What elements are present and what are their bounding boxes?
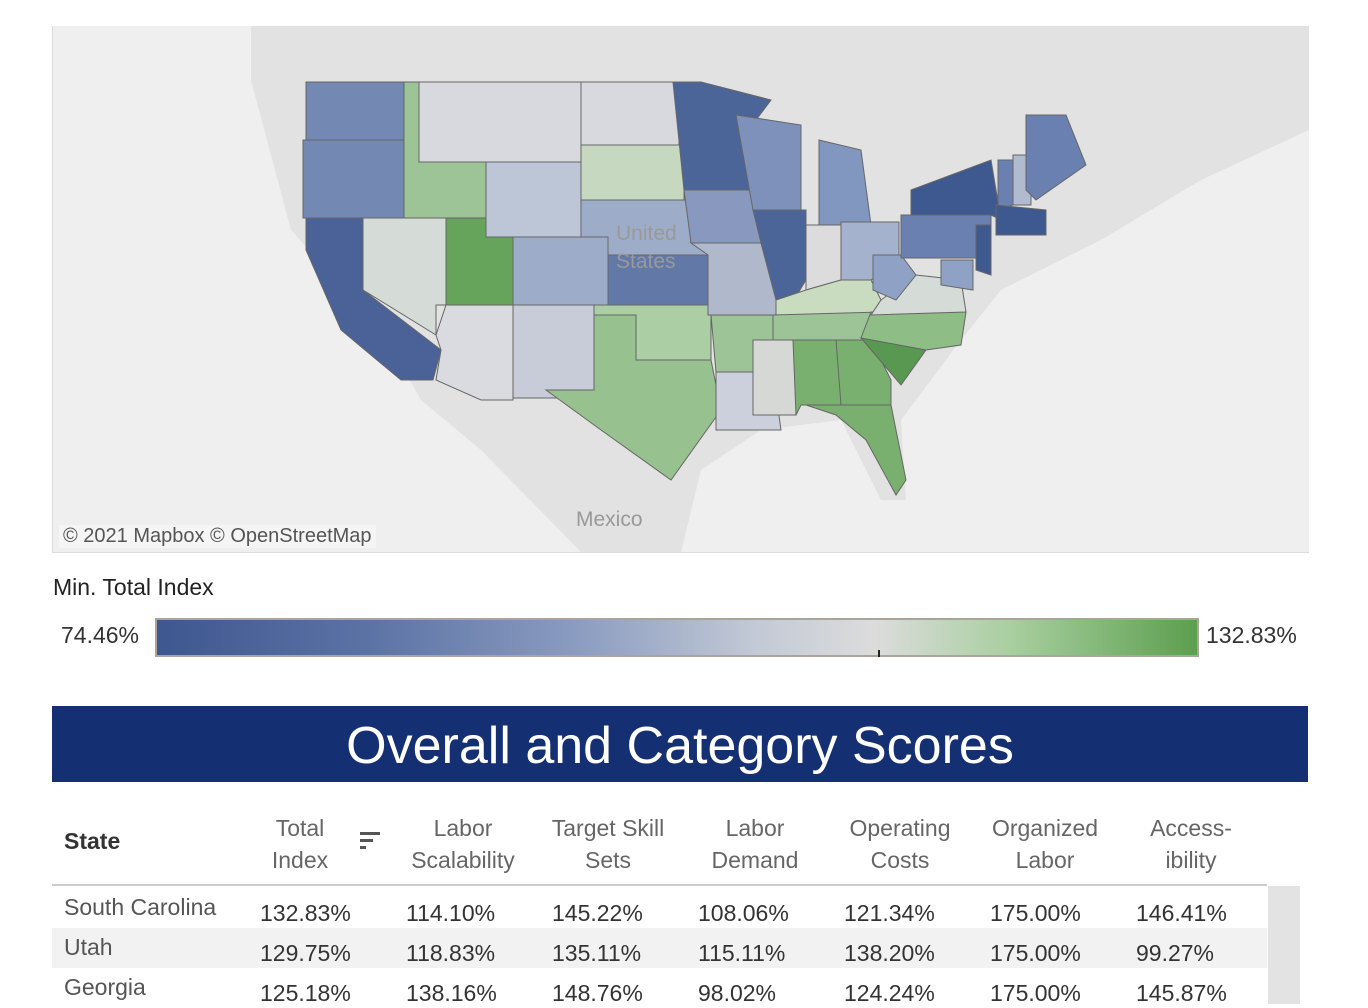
header-label: Costs — [870, 847, 930, 873]
state-tx[interactable] — [544, 314, 722, 481]
table-row[interactable]: Utah 129.75% 118.83% 135.11% 115.11% 138.20% 1… — [52, 928, 1267, 968]
header-label: Labor — [725, 815, 785, 841]
cell-value: 129.75% — [260, 940, 351, 966]
table-scrollbar[interactable] — [1268, 886, 1300, 1004]
cell-value: 98.02% — [698, 980, 777, 1006]
cell-value: 115.11% — [698, 940, 786, 966]
state-wy[interactable] — [485, 161, 582, 238]
header-column[interactable]: Target Skill Sets — [538, 812, 678, 876]
header-label: Organized — [991, 815, 1099, 841]
map-attribution[interactable]: © 2021 Mapbox © OpenStreetMap — [59, 525, 376, 548]
legend-tick — [878, 650, 880, 657]
cell-value: 135.11% — [552, 940, 642, 966]
section-banner: Overall and Category Scores — [52, 706, 1308, 782]
header-label: Labor — [1015, 847, 1075, 873]
header-label: Demand — [711, 847, 799, 873]
cell-value: 124.24% — [844, 980, 935, 1006]
cell-value: 125.18% — [260, 980, 351, 1006]
cell-value: 108.06% — [698, 900, 789, 926]
cell-value: 148.76% — [552, 980, 643, 1006]
cell-state: Utah — [64, 934, 113, 960]
cell-value: 132.83% — [260, 900, 351, 926]
state-ms[interactable] — [752, 339, 797, 416]
state-in[interactable] — [805, 224, 842, 291]
header-column[interactable]: Total Index — [230, 812, 370, 876]
state-me[interactable] — [1025, 114, 1087, 201]
state-co[interactable] — [512, 236, 609, 306]
header-label: Total — [275, 815, 325, 841]
cell-value: 175.00% — [990, 940, 1081, 966]
header-label: Target Skill — [551, 815, 665, 841]
state-or[interactable] — [302, 139, 410, 219]
table-row[interactable]: Georgia 125.18% 138.16% 148.76% 98.02% 124.24… — [52, 968, 1267, 1008]
cell-value: 118.83% — [406, 940, 496, 966]
state-nd[interactable] — [580, 81, 680, 146]
header-label: Scalability — [411, 847, 515, 873]
header-column[interactable]: Access-ibility — [1121, 812, 1261, 876]
country-label: United States — [616, 222, 677, 273]
legend-title: Min. Total Index — [53, 574, 214, 600]
map-canvas[interactable] — [52, 26, 1309, 553]
state-fl[interactable] — [805, 404, 907, 496]
header-column[interactable]: Operating Costs — [830, 812, 970, 876]
state-ia[interactable] — [683, 189, 762, 244]
legend-min: 74.46% — [61, 622, 140, 648]
cell-value: 121.34% — [844, 900, 935, 926]
cell-value: 138.16% — [406, 980, 497, 1006]
cell-value: 146.41% — [1136, 900, 1227, 926]
legend-gradient — [155, 618, 1199, 657]
choropleth-map[interactable]: United States Mexico © 2021 Mapbox © Open… — [52, 26, 1309, 553]
state-nm[interactable] — [512, 304, 595, 399]
header-label: ibility — [1165, 847, 1217, 873]
header-column[interactable]: Labor Scalability — [393, 812, 533, 876]
cell-value: 145.87% — [1136, 980, 1227, 1006]
header-column[interactable]: Organized Labor — [975, 812, 1115, 876]
cell-value: 175.00% — [990, 900, 1081, 926]
header-divider — [52, 884, 1267, 886]
header-label: Labor — [433, 815, 493, 841]
header-label: Operating — [849, 815, 951, 841]
table-row[interactable]: South Carolina 132.83% 114.10% 145.22% 108.0… — [52, 888, 1267, 928]
state-nj[interactable] — [975, 224, 992, 276]
state-al[interactable] — [792, 339, 842, 416]
cell-value: 175.00% — [990, 980, 1081, 1006]
sort-descending-icon[interactable] — [360, 832, 380, 849]
header-state[interactable]: State — [64, 828, 121, 854]
cell-value: 138.20% — [844, 940, 935, 966]
cell-value: 145.22% — [552, 900, 643, 926]
state-sd[interactable] — [580, 144, 685, 201]
state-wv[interactable] — [872, 254, 917, 301]
cell-state: South Carolina — [64, 894, 217, 920]
mexico-label: Mexico — [576, 508, 643, 531]
header-column[interactable]: Labor Demand — [685, 812, 825, 876]
header-label: Index — [271, 847, 329, 873]
header-label: Sets — [584, 847, 632, 873]
state-wa[interactable] — [305, 81, 405, 146]
cell-value: 114.10% — [406, 900, 496, 926]
state-vt[interactable] — [997, 159, 1014, 211]
cell-value: 99.27% — [1136, 940, 1215, 966]
state-mt[interactable] — [418, 81, 582, 163]
state-ma[interactable] — [995, 204, 1047, 236]
state-md[interactable] — [940, 259, 974, 291]
cell-state: Georgia — [64, 974, 146, 1000]
header-label: Access- — [1150, 815, 1232, 841]
legend-max: 132.83% — [1206, 622, 1297, 648]
